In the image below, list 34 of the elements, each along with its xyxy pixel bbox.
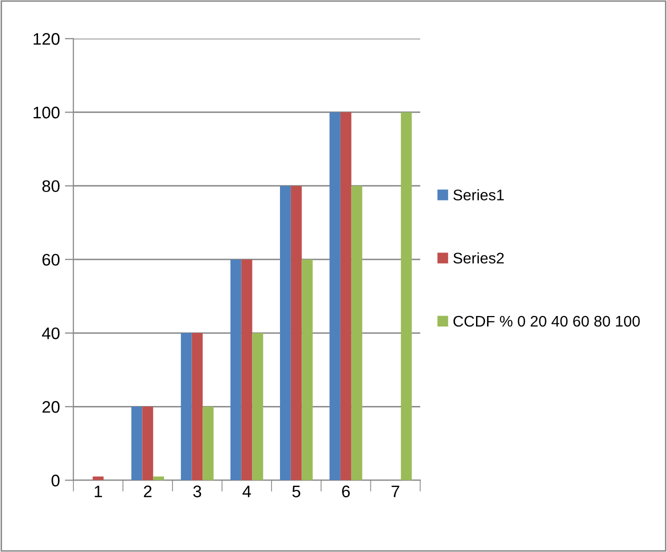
bar	[142, 406, 154, 480]
y-tick-label: 60	[42, 254, 60, 266]
y-tick-label: 40	[42, 327, 60, 340]
bar	[252, 333, 264, 480]
bar	[280, 186, 291, 480]
bar	[290, 186, 302, 480]
bar	[92, 476, 104, 480]
x-tick-label: 1	[94, 486, 102, 498]
bar	[202, 406, 214, 480]
y-tick-label: 0	[52, 474, 60, 486]
y-tick-label: 80	[42, 180, 60, 192]
x-tick-label: 6	[342, 486, 350, 498]
bar	[192, 333, 203, 480]
bar	[230, 259, 242, 480]
legend-label: Series2	[453, 252, 504, 264]
bar	[180, 333, 192, 480]
bar	[131, 406, 142, 480]
bar	[302, 259, 313, 480]
y-tick-label: 100	[34, 106, 60, 118]
bar	[153, 476, 164, 480]
bar	[351, 186, 362, 480]
x-tick-label: 5	[292, 486, 300, 498]
y-tick-label: 20	[42, 401, 60, 413]
legend-label: Series1	[453, 189, 504, 200]
x-tick-label: 7	[392, 486, 400, 498]
bar	[400, 112, 412, 480]
x-tick-label: 2	[144, 486, 152, 498]
x-tick-label: 3	[193, 486, 202, 498]
bar	[330, 112, 340, 480]
x-tick-label: 4	[242, 486, 251, 498]
y-tick-label: 120	[34, 33, 60, 45]
legend-label: CCDF % 0 20 40 60 80 100	[453, 316, 640, 327]
bar	[340, 112, 352, 480]
bar	[241, 259, 252, 480]
